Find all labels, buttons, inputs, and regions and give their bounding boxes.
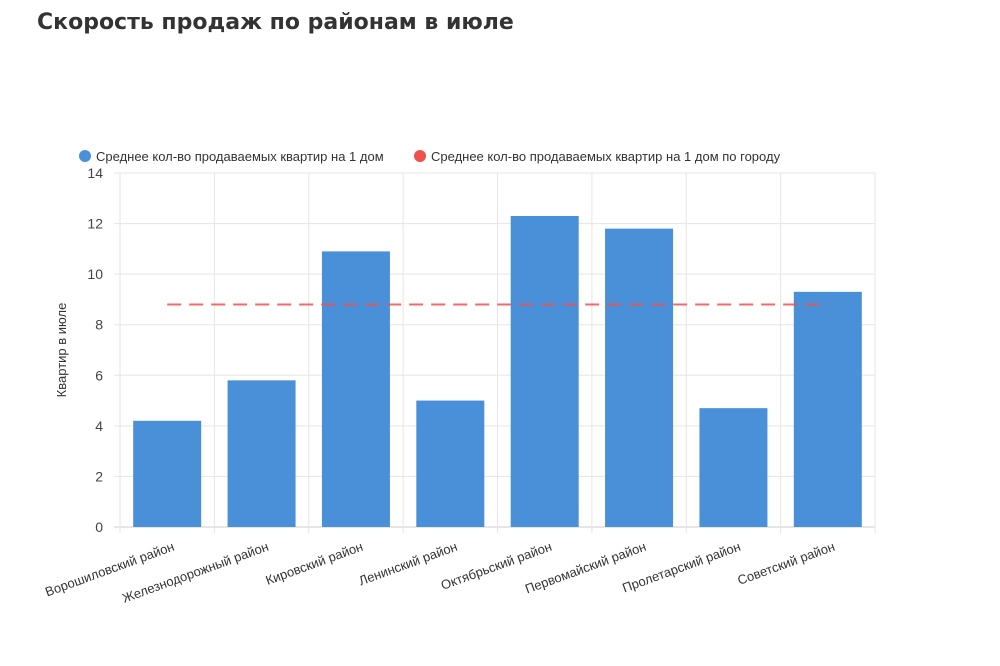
bar-2 xyxy=(227,380,296,527)
bar-1 xyxy=(133,420,202,527)
bar-7 xyxy=(699,408,768,527)
y-tick-label: 4 xyxy=(95,418,103,434)
y-tick-label: 8 xyxy=(95,317,103,333)
y-tick-label: 2 xyxy=(95,468,103,484)
y-tick-label: 6 xyxy=(95,367,103,383)
y-axis-label: Квартир в июле xyxy=(54,303,69,398)
bar-4 xyxy=(416,400,485,527)
x-tick-label: Советский район xyxy=(735,539,836,588)
legend-marker-line xyxy=(414,150,426,162)
y-tick-label: 0 xyxy=(95,519,103,535)
bar-3 xyxy=(321,251,390,527)
legend-label-line: Среднее кол-во продаваемых квартир на 1 … xyxy=(431,149,781,164)
y-tick-label: 14 xyxy=(87,165,103,181)
bar-5 xyxy=(510,215,579,527)
legend-label-bars: Среднее кол-во продаваемых квартир на 1 … xyxy=(96,149,384,164)
bar-8 xyxy=(793,291,862,527)
legend-marker-bars xyxy=(79,150,91,162)
bar-6 xyxy=(605,228,674,527)
y-tick-label: 12 xyxy=(87,216,103,232)
y-tick-label: 10 xyxy=(87,266,103,282)
x-tick-label: Кировский район xyxy=(264,539,365,588)
chart-title: Скорость продаж по районам в июле xyxy=(37,10,514,35)
